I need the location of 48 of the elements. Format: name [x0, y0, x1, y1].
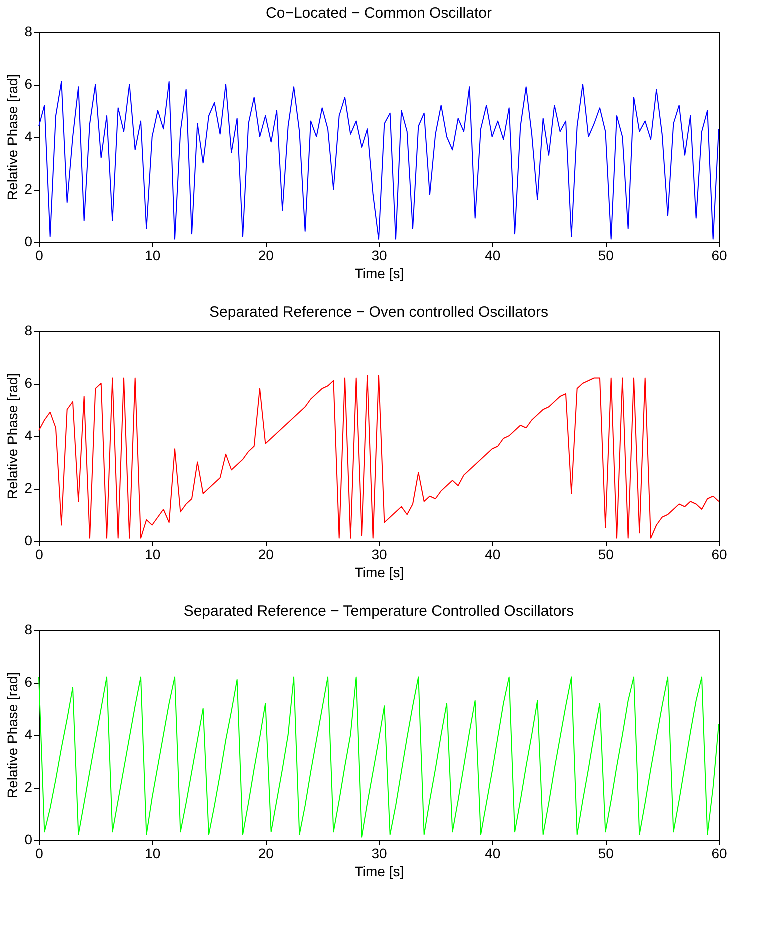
x-tick-label: 0: [36, 546, 44, 562]
y-tick-label: 4: [24, 428, 33, 444]
y-tick-label: 4: [24, 726, 33, 742]
x-axis-title: Time [s]: [354, 864, 404, 880]
y-tick-label: 8: [24, 322, 33, 338]
y-axis-title: Relative Phase [rad]: [4, 672, 21, 799]
x-tick-label: 20: [258, 248, 274, 264]
y-axis-title: Relative Phase [rad]: [4, 373, 21, 500]
x-tick-label: 0: [36, 248, 44, 264]
y-tick-label: 2: [24, 480, 33, 496]
y-tick-label: 6: [24, 76, 33, 92]
y-tick-label: 8: [24, 622, 33, 638]
x-axis-title: Time [s]: [354, 564, 404, 580]
x-tick-label: 50: [598, 846, 614, 862]
x-tick-label: 50: [598, 546, 614, 562]
x-tick-label: 20: [258, 846, 274, 862]
line-series: [38, 375, 720, 539]
y-axis-title: Relative Phase [rad]: [4, 74, 21, 201]
x-tick-label: 50: [598, 248, 614, 264]
y-tick-label: 0: [24, 832, 33, 848]
y-tick-label: 6: [24, 375, 33, 391]
x-axis-title: Time [s]: [354, 266, 404, 282]
y-tick-label: 0: [24, 234, 33, 250]
y-tick-label: 6: [24, 674, 33, 690]
x-tick-label: 30: [372, 546, 388, 562]
x-tick-label: 60: [712, 846, 728, 862]
line-series: [38, 81, 720, 240]
chart-title: Separated Reference − Temperature Controlled Oscillators: [184, 603, 574, 620]
x-tick-label: 30: [372, 248, 388, 264]
x-tick-label: 40: [485, 248, 501, 264]
x-tick-label: 40: [485, 846, 501, 862]
x-tick-label: 0: [36, 846, 44, 862]
y-tick-label: 4: [24, 128, 33, 144]
y-tick-label: 8: [24, 24, 33, 40]
x-tick-label: 40: [485, 546, 501, 562]
y-tick-label: 2: [24, 779, 33, 795]
chart-title: Co−Located − Common Oscillator: [266, 5, 492, 22]
chart-title: Separated Reference − Oven controlled Oscillators: [210, 304, 548, 321]
x-tick-label: 10: [145, 846, 161, 862]
x-tick-label: 10: [145, 248, 161, 264]
x-tick-label: 60: [712, 248, 728, 264]
y-tick-label: 0: [24, 532, 33, 548]
x-tick-label: 10: [145, 546, 161, 562]
y-tick-label: 2: [24, 181, 33, 197]
x-tick-label: 20: [258, 546, 274, 562]
line-series: [38, 676, 720, 838]
x-tick-label: 30: [372, 846, 388, 862]
x-tick-label: 60: [712, 546, 728, 562]
